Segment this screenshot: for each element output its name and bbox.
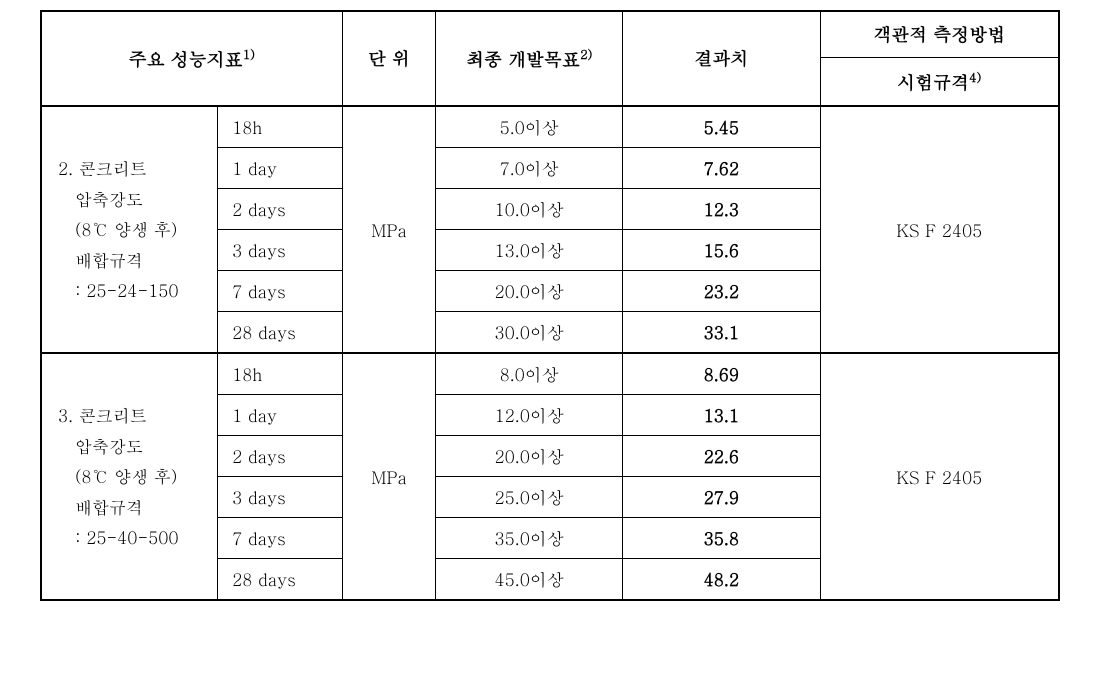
result-cell: 35.8 [623, 518, 820, 559]
time-cell: 28 days [218, 312, 343, 354]
result-cell: 27.9 [623, 477, 820, 518]
section-description: 2. 콘크리트 압축강도 (8℃ 양생 후) 배합규격 : 25-24-150 [41, 106, 218, 353]
result-cell: 12.3 [623, 189, 820, 230]
unit-cell: MPa [342, 353, 435, 600]
header-result: 결과치 [623, 11, 820, 106]
method-cell: KS F 2405 [820, 353, 1059, 600]
result-cell: 23.2 [623, 271, 820, 312]
header-indicator-text: 주요 성능지표 [129, 47, 243, 72]
target-cell: 35.0이상 [436, 518, 623, 559]
header-method-sup: 4) [969, 68, 981, 86]
target-cell: 30.0이상 [436, 312, 623, 354]
target-cell: 12.0이상 [436, 395, 623, 436]
time-cell: 28 days [218, 559, 343, 601]
target-cell: 13.0이상 [436, 230, 623, 271]
target-cell: 45.0이상 [436, 559, 623, 601]
header-indicator: 주요 성능지표1) [41, 11, 342, 106]
time-cell: 1 day [218, 148, 343, 189]
target-cell: 25.0이상 [436, 477, 623, 518]
target-cell: 20.0이상 [436, 271, 623, 312]
target-cell: 8.0이상 [436, 353, 623, 395]
result-cell: 48.2 [623, 559, 820, 601]
result-cell: 33.1 [623, 312, 820, 354]
result-cell: 5.45 [623, 106, 820, 148]
header-target: 최종 개발목표2) [436, 11, 623, 106]
time-cell: 1 day [218, 395, 343, 436]
time-cell: 2 days [218, 436, 343, 477]
result-cell: 15.6 [623, 230, 820, 271]
target-cell: 10.0이상 [436, 189, 623, 230]
table-row: 2. 콘크리트 압축강도 (8℃ 양생 후) 배합규격 : 25-24-1501… [41, 106, 1059, 148]
result-cell: 8.69 [623, 353, 820, 395]
time-cell: 3 days [218, 477, 343, 518]
time-cell: 3 days [218, 230, 343, 271]
table-header: 주요 성능지표1) 단 위 최종 개발목표2) 결과치 객관적 측정방법 시험규… [41, 11, 1059, 106]
result-cell: 13.1 [623, 395, 820, 436]
unit-cell: MPa [342, 106, 435, 353]
performance-table: 주요 성능지표1) 단 위 최종 개발목표2) 결과치 객관적 측정방법 시험규… [40, 10, 1060, 601]
result-cell: 22.6 [623, 436, 820, 477]
table-row: 3. 콘크리트 압축강도 (8℃ 양생 후) 배합규격 : 25-40-5001… [41, 353, 1059, 395]
header-target-text: 최종 개발목표 [466, 47, 580, 72]
header-indicator-sup: 1) [243, 45, 255, 63]
target-cell: 20.0이상 [436, 436, 623, 477]
time-cell: 7 days [218, 271, 343, 312]
section-description: 3. 콘크리트 압축강도 (8℃ 양생 후) 배합규격 : 25-40-500 [41, 353, 218, 600]
header-method-group: 객관적 측정방법 [820, 11, 1059, 58]
time-cell: 18h [218, 353, 343, 395]
time-cell: 7 days [218, 518, 343, 559]
header-target-sup: 2) [580, 45, 592, 63]
table-body: 2. 콘크리트 압축강도 (8℃ 양생 후) 배합규격 : 25-24-1501… [41, 106, 1059, 600]
header-unit: 단 위 [342, 11, 435, 106]
header-method-sub-text: 시험규격 [897, 70, 969, 95]
method-cell: KS F 2405 [820, 106, 1059, 353]
time-cell: 18h [218, 106, 343, 148]
header-method-sub: 시험규격4) [820, 58, 1059, 107]
target-cell: 5.0이상 [436, 106, 623, 148]
result-cell: 7.62 [623, 148, 820, 189]
target-cell: 7.0이상 [436, 148, 623, 189]
time-cell: 2 days [218, 189, 343, 230]
